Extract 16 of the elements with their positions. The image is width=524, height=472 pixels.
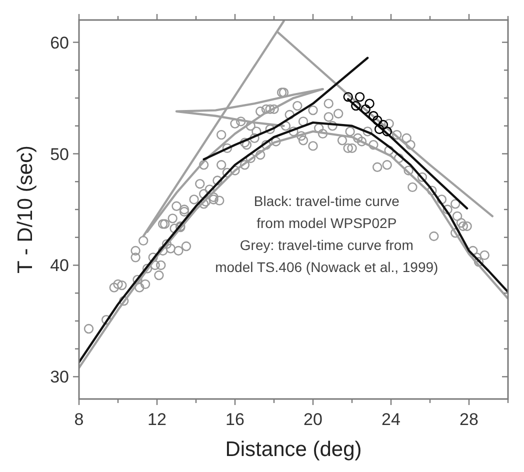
y-tick-label: 30 — [50, 368, 69, 387]
annotation: Grey: travel-time curve from — [240, 237, 414, 254]
x-tick-label: 28 — [460, 410, 478, 429]
x-axis-title: Distance (deg) — [225, 438, 362, 461]
x-tick-label: 16 — [226, 410, 244, 429]
x-tick-label: 20 — [304, 410, 322, 429]
x-tick-label: 8 — [74, 410, 84, 429]
annotation: from model WPSP02P — [256, 215, 397, 232]
y-axis-title: T - D/10 (sec) — [14, 146, 37, 274]
y-tick-label: 60 — [50, 33, 69, 52]
y-tick-label: 50 — [50, 144, 69, 164]
y-tick-label: 40 — [50, 256, 69, 276]
x-tick-label: 24 — [382, 410, 400, 429]
annotation: Black: travel-time curve — [254, 193, 400, 210]
annotation: model TS.406 (Nowack et al., 1999) — [215, 259, 438, 276]
x-tick-label: 12 — [148, 410, 166, 429]
